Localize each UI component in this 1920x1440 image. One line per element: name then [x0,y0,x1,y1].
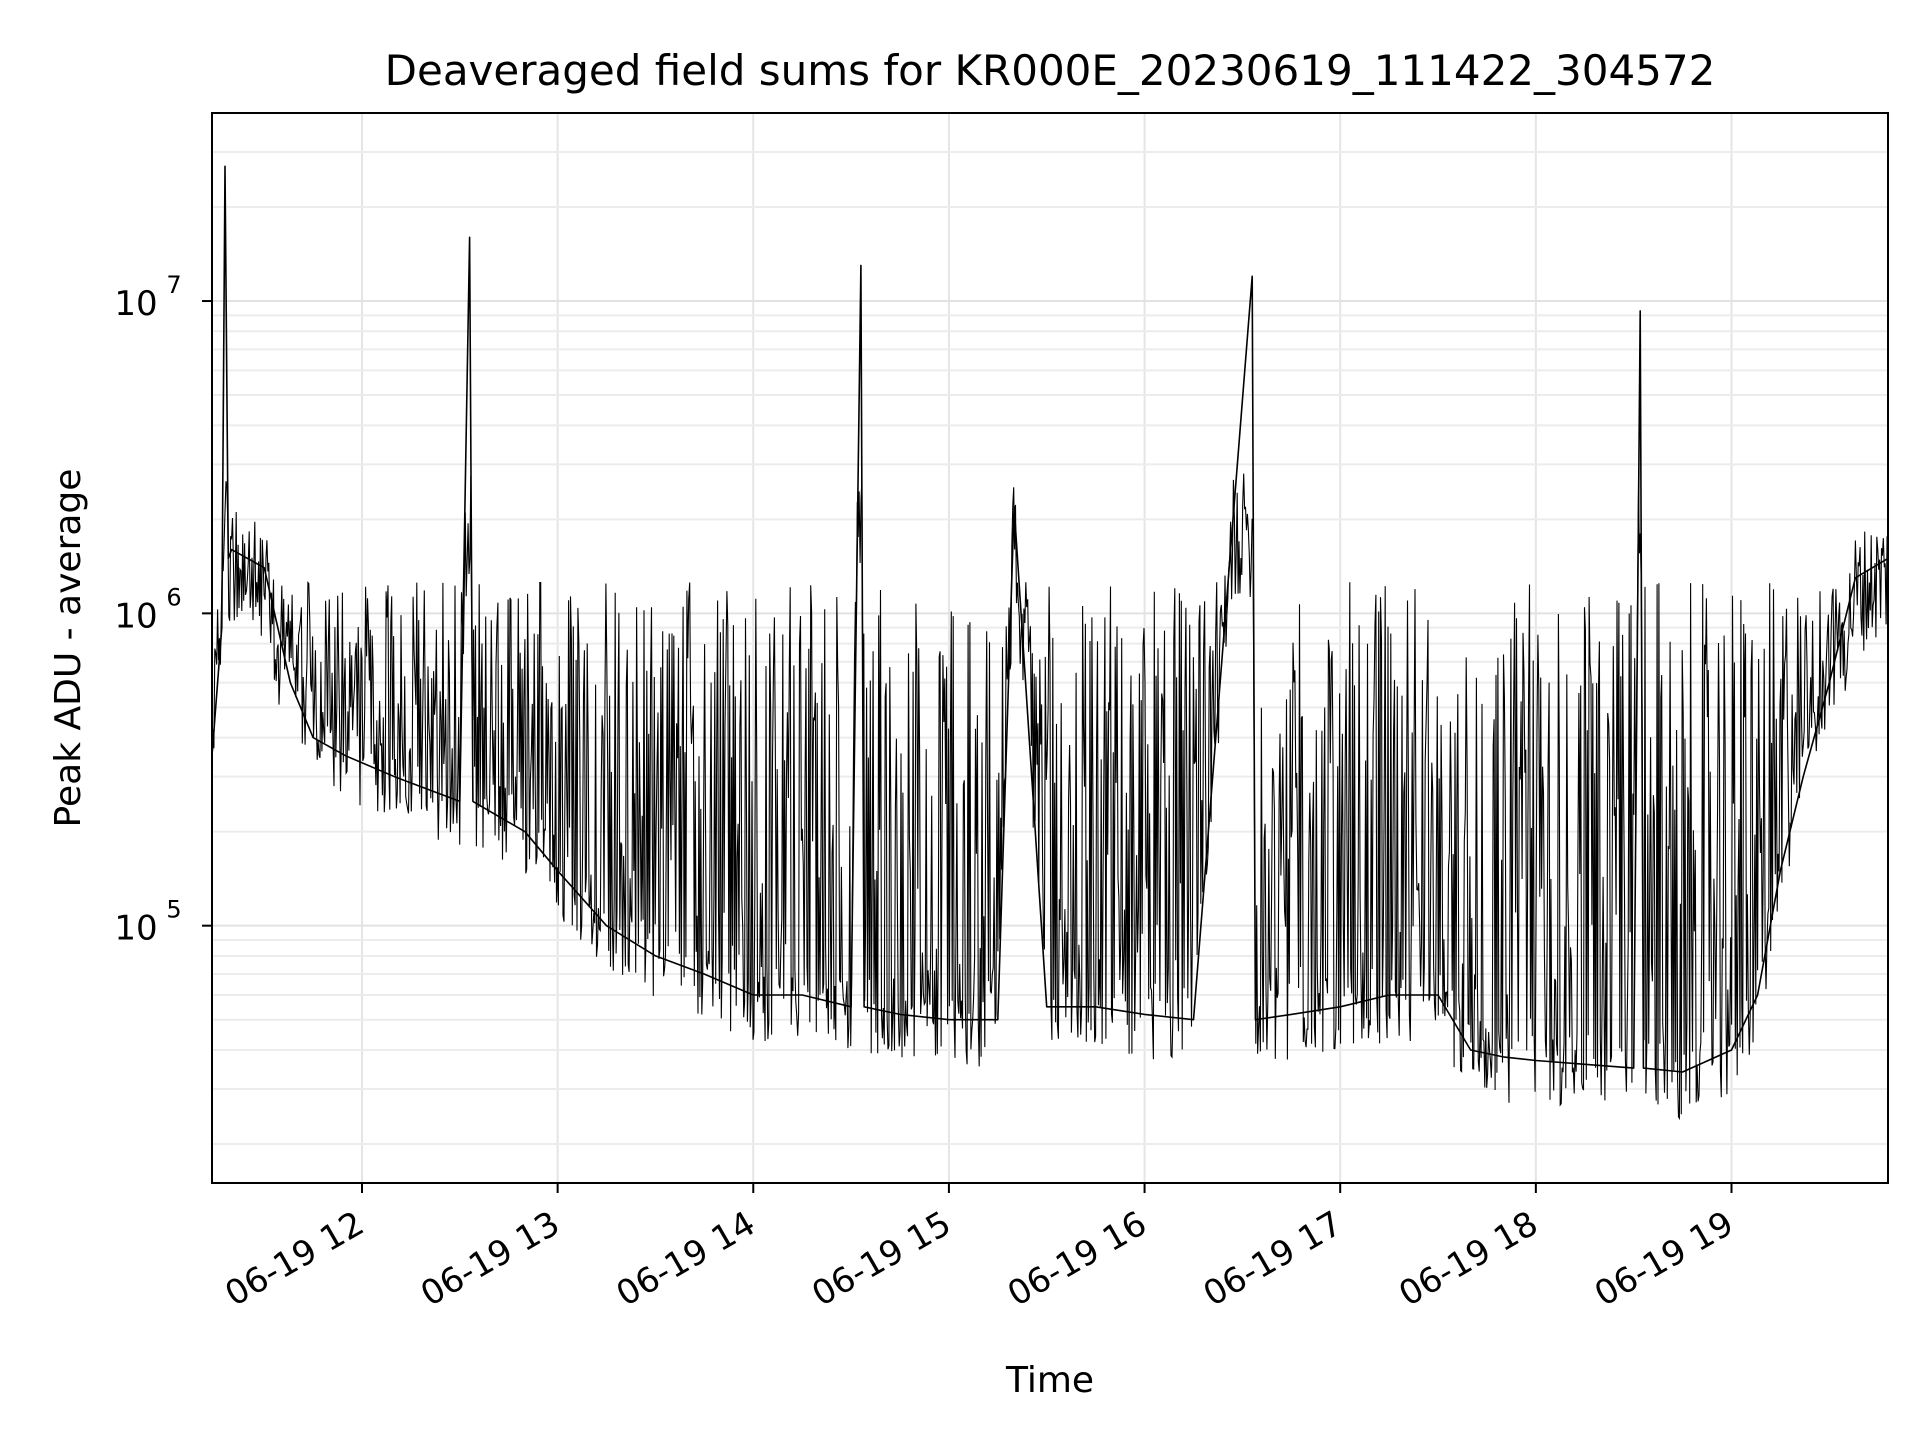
y-tick-label: 10 [114,284,157,324]
y-axis-label: Peak ADU - average [48,469,89,828]
plot-frame [211,112,1889,1184]
chart-title: Deaveraged field sums for KR000E_2023061… [385,46,1716,95]
y-tick-label: 10 [114,909,157,949]
y-tick-exponent: 7 [166,271,181,299]
y-tick-exponent: 5 [166,896,181,924]
y-tick-exponent: 6 [166,583,181,611]
x-axis-label: Time [1005,1360,1094,1401]
series-line-texture [211,473,1889,1121]
y-axis: 10 5 10 6 10 7 [114,271,212,949]
y-tick-label: 10 [114,596,157,636]
data-line-layer [211,165,1889,1121]
